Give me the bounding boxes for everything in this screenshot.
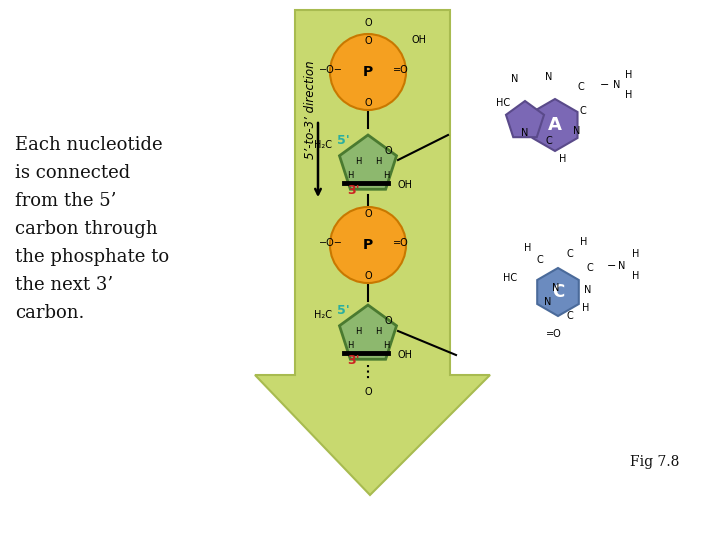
Text: H₂C: H₂C [314, 310, 332, 320]
Text: H: H [355, 157, 361, 165]
Text: H: H [632, 249, 639, 259]
Text: P: P [363, 238, 373, 252]
Text: O: O [384, 146, 392, 156]
Text: the next 3’: the next 3’ [15, 276, 113, 294]
Text: carbon through: carbon through [15, 220, 158, 238]
Text: N: N [511, 74, 518, 84]
Text: N: N [521, 128, 528, 138]
Text: C: C [577, 82, 585, 92]
Text: N: N [545, 72, 553, 82]
Text: =O: =O [392, 65, 408, 75]
Text: C: C [567, 311, 573, 321]
Text: O: O [384, 316, 392, 326]
Text: OH: OH [398, 180, 413, 190]
Text: H: H [347, 341, 354, 349]
Text: OH: OH [412, 35, 427, 45]
Text: N: N [585, 285, 592, 295]
Text: −: − [607, 261, 617, 271]
Text: C: C [546, 136, 552, 146]
Text: H: H [375, 327, 381, 335]
Text: HC: HC [503, 273, 517, 283]
Text: H: H [580, 237, 588, 247]
Text: O: O [364, 387, 372, 397]
Text: −O−: −O− [320, 65, 343, 75]
Text: from the 5’: from the 5’ [15, 192, 117, 210]
Text: O: O [364, 209, 372, 219]
Text: is connected: is connected [15, 164, 130, 182]
Text: N: N [618, 261, 626, 271]
Text: 3': 3' [348, 185, 360, 198]
Text: carbon.: carbon. [15, 304, 84, 322]
Text: N: N [552, 283, 559, 293]
Polygon shape [339, 135, 397, 190]
Text: =O: =O [546, 329, 562, 339]
Text: H: H [375, 157, 381, 165]
Text: C: C [580, 106, 586, 116]
Circle shape [330, 207, 406, 283]
Text: A: A [548, 116, 562, 134]
Text: H: H [383, 171, 390, 179]
Text: H: H [383, 341, 390, 349]
Polygon shape [537, 268, 579, 316]
Text: −O−: −O− [320, 238, 343, 248]
Text: 5': 5' [337, 305, 350, 318]
Text: C: C [552, 283, 564, 301]
Text: O: O [364, 271, 372, 281]
Polygon shape [255, 10, 490, 495]
Text: C: C [536, 255, 544, 265]
Text: H: H [632, 271, 639, 281]
Circle shape [330, 34, 406, 110]
Polygon shape [339, 305, 397, 359]
Text: H: H [559, 154, 567, 164]
Text: C: C [587, 263, 593, 273]
Text: H: H [524, 243, 531, 253]
Text: H: H [582, 303, 590, 313]
Text: HC: HC [496, 98, 510, 108]
Text: 5': 5' [337, 134, 350, 147]
Text: OH: OH [398, 350, 413, 360]
Polygon shape [506, 101, 544, 137]
Text: O: O [364, 36, 372, 46]
Text: O: O [364, 18, 372, 28]
Text: H: H [355, 327, 361, 335]
Text: N: N [573, 126, 581, 136]
Text: H: H [625, 70, 633, 80]
Text: 5’-to-3’ direction: 5’-to-3’ direction [304, 60, 317, 159]
Text: P: P [363, 65, 373, 79]
Text: Each nucleotide: Each nucleotide [15, 136, 163, 154]
Text: N: N [544, 297, 552, 307]
Text: the phosphate to: the phosphate to [15, 248, 169, 266]
Text: N: N [613, 80, 621, 90]
Polygon shape [533, 99, 577, 151]
Text: −: − [600, 80, 610, 90]
Text: =O: =O [392, 238, 408, 248]
Text: C: C [567, 249, 573, 259]
Text: O: O [364, 98, 372, 108]
Text: Fig 7.8: Fig 7.8 [630, 455, 680, 469]
Text: H₂C: H₂C [314, 140, 332, 150]
Text: H: H [347, 171, 354, 179]
Text: 3': 3' [348, 354, 360, 368]
Text: H: H [625, 90, 633, 100]
